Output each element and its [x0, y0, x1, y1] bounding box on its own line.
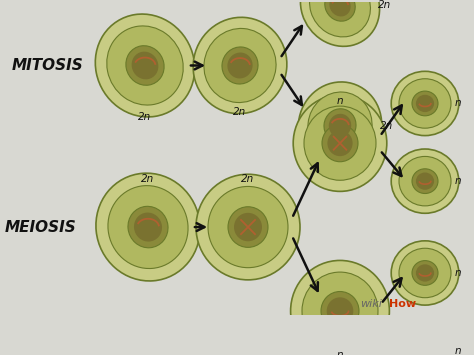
Ellipse shape: [228, 53, 253, 78]
Ellipse shape: [416, 264, 434, 282]
Ellipse shape: [291, 261, 390, 355]
Ellipse shape: [96, 173, 200, 281]
Text: 2n: 2n: [380, 121, 393, 131]
Ellipse shape: [391, 318, 459, 355]
Ellipse shape: [95, 14, 195, 117]
Text: 2n: 2n: [241, 174, 255, 184]
Ellipse shape: [107, 26, 183, 105]
Text: n: n: [455, 346, 462, 355]
Text: MITOSIS: MITOSIS: [12, 58, 84, 73]
Text: n: n: [455, 268, 462, 278]
Ellipse shape: [196, 174, 300, 280]
Ellipse shape: [134, 213, 162, 241]
Ellipse shape: [328, 130, 353, 156]
Ellipse shape: [329, 114, 351, 137]
Text: How: How: [389, 299, 416, 309]
Text: 2n: 2n: [378, 0, 391, 10]
Text: 2n: 2n: [138, 112, 152, 122]
Ellipse shape: [416, 173, 434, 190]
Ellipse shape: [302, 272, 378, 350]
Text: MEIOSIS: MEIOSIS: [5, 219, 77, 235]
Ellipse shape: [412, 261, 438, 285]
Ellipse shape: [126, 46, 164, 85]
Ellipse shape: [208, 186, 288, 268]
Text: n: n: [455, 98, 462, 109]
Ellipse shape: [204, 28, 276, 103]
Ellipse shape: [399, 248, 451, 298]
Ellipse shape: [132, 51, 158, 79]
Ellipse shape: [391, 71, 459, 136]
Ellipse shape: [304, 106, 376, 180]
Text: n: n: [337, 96, 343, 106]
Ellipse shape: [412, 91, 438, 116]
Text: 2n: 2n: [233, 107, 246, 117]
Text: n: n: [455, 176, 462, 186]
Ellipse shape: [293, 95, 387, 191]
Ellipse shape: [321, 291, 359, 331]
Ellipse shape: [228, 207, 268, 247]
Ellipse shape: [327, 297, 353, 324]
Ellipse shape: [298, 82, 382, 169]
Ellipse shape: [416, 342, 434, 355]
Text: n: n: [337, 350, 343, 355]
Ellipse shape: [412, 338, 438, 355]
Ellipse shape: [310, 0, 371, 37]
Ellipse shape: [128, 206, 168, 248]
Ellipse shape: [322, 125, 358, 162]
Text: 2n: 2n: [141, 174, 155, 184]
Ellipse shape: [391, 149, 459, 213]
Ellipse shape: [325, 0, 355, 21]
Ellipse shape: [222, 47, 258, 84]
Ellipse shape: [399, 157, 451, 206]
Ellipse shape: [399, 79, 451, 128]
Ellipse shape: [416, 95, 434, 112]
Ellipse shape: [391, 241, 459, 305]
Ellipse shape: [324, 109, 356, 142]
Ellipse shape: [308, 92, 372, 159]
Ellipse shape: [301, 0, 380, 47]
Ellipse shape: [399, 326, 451, 355]
Ellipse shape: [412, 169, 438, 193]
Ellipse shape: [234, 213, 262, 241]
Text: wiki: wiki: [360, 299, 382, 309]
Ellipse shape: [329, 0, 351, 16]
Ellipse shape: [108, 186, 188, 268]
Ellipse shape: [193, 17, 287, 114]
